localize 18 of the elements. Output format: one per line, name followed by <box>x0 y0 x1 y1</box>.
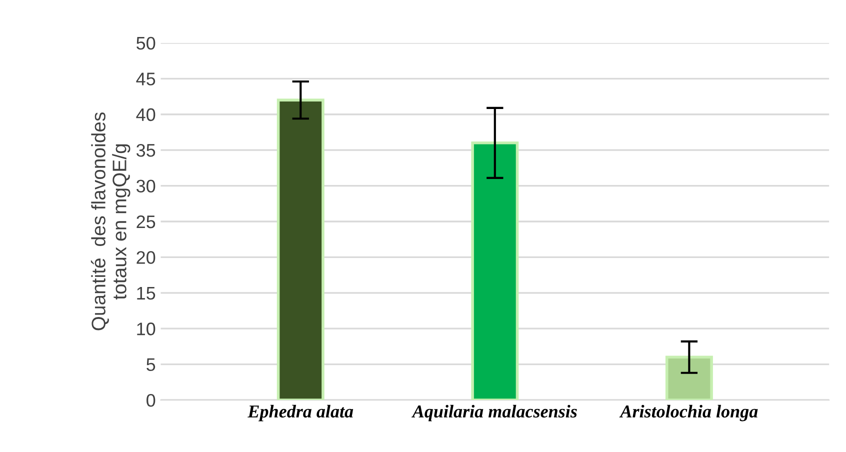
y-tick-label: 20 <box>136 251 156 264</box>
y-tick-label: 30 <box>136 180 156 192</box>
bar <box>471 142 519 400</box>
bar <box>276 98 324 400</box>
x-tick-label: Ephedra alata <box>248 404 354 422</box>
bar <box>665 356 713 400</box>
y-tick-label: 40 <box>136 108 156 122</box>
y-tick-label: 45 <box>136 72 156 86</box>
y-tick-label: 10 <box>137 322 156 336</box>
y-tick-label: 5 <box>146 358 156 372</box>
y-tick-label: 50 <box>136 36 156 50</box>
y-tick-label: 35 <box>136 144 156 157</box>
y-tick-label: 0 <box>146 394 156 407</box>
x-tick-label: Aquilaria malacsensis <box>411 404 577 422</box>
y-tick-label: 15 <box>137 287 156 300</box>
y-tick-label: 25 <box>136 215 156 228</box>
x-tick-label: Aristolochia longa <box>619 404 758 422</box>
y-axis-title: Quantité des flavonoides totaux en mgQE/g <box>90 112 130 330</box>
